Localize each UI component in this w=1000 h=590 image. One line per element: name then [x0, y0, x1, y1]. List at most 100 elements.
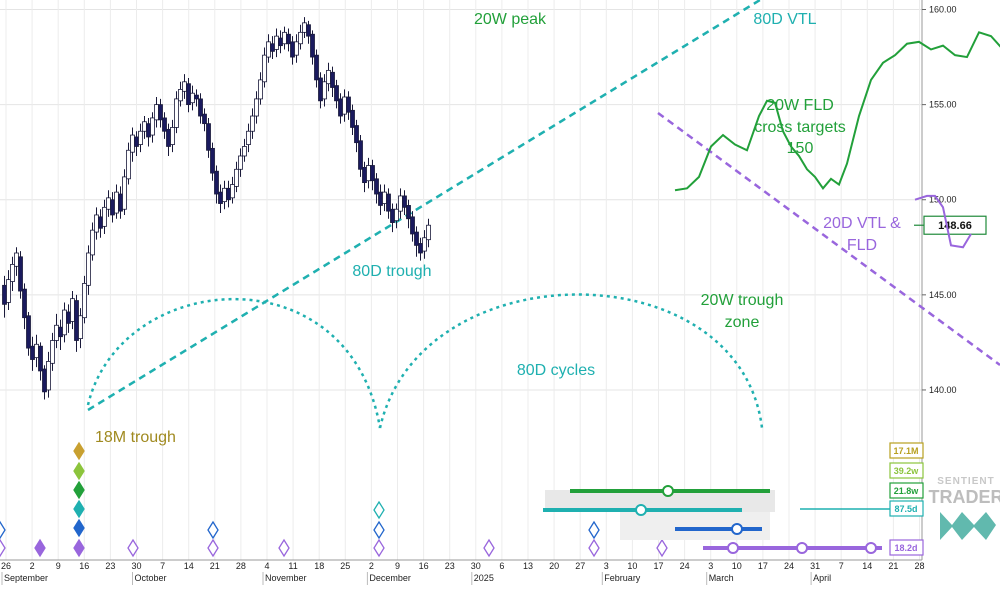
proj-teal-circle: [636, 505, 646, 515]
x-tick-label-23: 3: [604, 561, 609, 571]
candle-body-88: [355, 126, 359, 143]
candle-body-60: [243, 146, 247, 156]
projection-shade-2: [620, 512, 770, 540]
x-tick-label-17: 23: [445, 561, 455, 571]
candle-body-104: [419, 243, 423, 253]
candle-body-18: [75, 301, 79, 341]
candle-body-103: [415, 232, 419, 245]
x-tick-label-24: 10: [627, 561, 637, 571]
candle-body-31: [127, 150, 131, 179]
candle-body-8: [35, 344, 39, 357]
candle-body-65: [263, 55, 267, 82]
candle-body-1: [7, 280, 11, 303]
candle-body-93: [375, 179, 379, 194]
x-tick-label-30: 24: [784, 561, 794, 571]
candle-body-58: [235, 169, 239, 186]
candle-body-81: [327, 70, 331, 83]
month-label-0: September: [4, 573, 48, 583]
candle-body-59: [239, 156, 243, 169]
candle-body-34: [139, 131, 143, 144]
x-tick-label-1: 2: [30, 561, 35, 571]
x-tick-label-21: 20: [549, 561, 559, 571]
annotation-80d-cycles: 80D cycles: [517, 362, 595, 379]
x-tick-label-20: 13: [523, 561, 533, 571]
candle-body-63: [255, 99, 259, 116]
candle-body-64: [259, 80, 263, 99]
x-tick-label-26: 24: [680, 561, 690, 571]
proj-purple-circle-1: [797, 543, 807, 553]
candle-body-17: [71, 299, 75, 322]
candle-body-40: [163, 118, 167, 131]
annotation-80d-trough: 80D trough: [352, 263, 431, 280]
annotation-20w-fld: 20W FLD: [766, 97, 834, 114]
candle-body-6: [27, 316, 31, 348]
candle-body-71: [287, 34, 291, 44]
candle-body-61: [247, 131, 251, 144]
x-tick-label-10: 4: [264, 561, 269, 571]
badge-label-4: 18.2d: [894, 543, 917, 553]
candle-body-43: [175, 99, 179, 128]
watermark-line2: TRADER: [929, 487, 1000, 507]
candle-body-39: [159, 105, 163, 120]
x-tick-label-15: 9: [395, 561, 400, 571]
annotation-cross-targets: cross targets: [754, 119, 846, 136]
candle-body-55: [223, 188, 227, 201]
month-label-3: December: [369, 573, 411, 583]
candle-body-56: [227, 188, 231, 199]
candle-body-26: [107, 198, 111, 209]
x-tick-label-5: 30: [131, 561, 141, 571]
y-tick-label-0: 140.00: [929, 385, 957, 395]
candle-body-54: [219, 192, 223, 203]
candle-body-41: [167, 129, 171, 146]
x-tick-label-12: 18: [314, 561, 324, 571]
candle-body-37: [151, 118, 155, 135]
candle-body-3: [15, 253, 19, 266]
candle-body-21: [87, 253, 91, 285]
candle-body-72: [291, 42, 295, 57]
x-tick-label-27: 3: [708, 561, 713, 571]
candle-body-98: [395, 209, 399, 220]
x-tick-label-31: 31: [810, 561, 820, 571]
annotation-20d-vtl: 20D VTL &: [823, 215, 901, 232]
candle-body-94: [379, 192, 383, 205]
candle-body-48: [195, 95, 199, 99]
candle-body-68: [275, 36, 279, 49]
candle-body-13: [55, 325, 59, 340]
candle-body-36: [147, 124, 151, 137]
candle-body-47: [191, 93, 195, 103]
last-price-label: 148.66: [938, 220, 972, 232]
annotation-20w-trough: 20W trough: [701, 292, 784, 309]
month-label-6: March: [709, 573, 734, 583]
candle-body-82: [331, 72, 335, 87]
candle-body-74: [299, 32, 303, 43]
proj-purple-circle-0: [728, 543, 738, 553]
candle-body-25: [103, 207, 107, 226]
x-tick-label-4: 23: [105, 561, 115, 571]
candle-body-52: [211, 148, 215, 173]
candle-body-101: [407, 205, 411, 218]
candle-body-0: [3, 285, 7, 304]
candle-body-76: [307, 25, 311, 36]
candle-body-66: [267, 42, 271, 57]
candle-body-75: [303, 23, 307, 33]
candle-body-23: [95, 215, 99, 232]
candle-body-79: [319, 78, 323, 101]
candle-body-22: [91, 230, 95, 255]
candle-body-106: [427, 225, 431, 239]
x-tick-label-32: 7: [839, 561, 844, 571]
candle-body-46: [187, 84, 191, 105]
x-tick-label-19: 6: [499, 561, 504, 571]
candle-body-89: [359, 141, 363, 170]
candle-body-45: [183, 82, 187, 92]
badge-label-2: 21.8w: [894, 486, 920, 496]
x-tick-label-2: 9: [56, 561, 61, 571]
x-tick-label-22: 27: [575, 561, 585, 571]
candle-body-83: [335, 86, 339, 101]
x-tick-label-11: 11: [288, 561, 297, 571]
candle-body-20: [83, 283, 87, 317]
proj-blue-circle: [732, 524, 742, 534]
month-label-2: November: [265, 573, 307, 583]
candle-body-9: [39, 346, 43, 371]
candle-body-85: [343, 97, 347, 114]
